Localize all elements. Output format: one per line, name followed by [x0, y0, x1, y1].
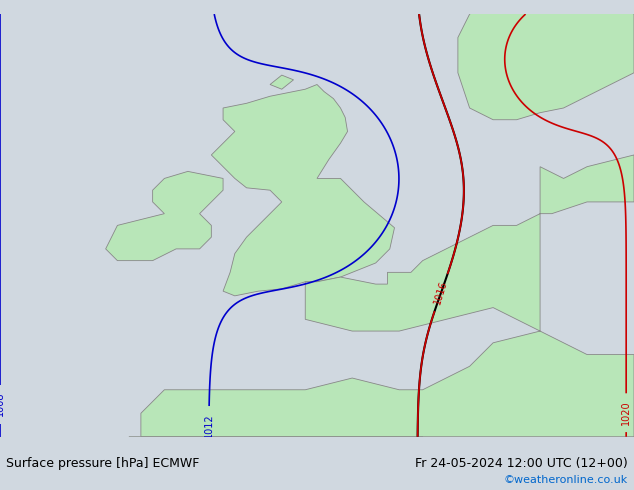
- Polygon shape: [141, 155, 634, 437]
- Text: 1008: 1008: [0, 392, 5, 416]
- Polygon shape: [129, 437, 423, 490]
- Text: Fr 24-05-2024 12:00 UTC (12+00): Fr 24-05-2024 12:00 UTC (12+00): [415, 457, 628, 470]
- Text: ©weatheronline.co.uk: ©weatheronline.co.uk: [503, 475, 628, 485]
- Text: 1012: 1012: [204, 413, 214, 438]
- Polygon shape: [106, 172, 223, 261]
- Text: Surface pressure [hPa] ECMWF: Surface pressure [hPa] ECMWF: [6, 457, 200, 470]
- Polygon shape: [211, 84, 394, 296]
- Text: 1020: 1020: [621, 400, 631, 425]
- Text: 1016: 1016: [433, 279, 450, 306]
- Polygon shape: [458, 0, 634, 120]
- Polygon shape: [270, 75, 294, 89]
